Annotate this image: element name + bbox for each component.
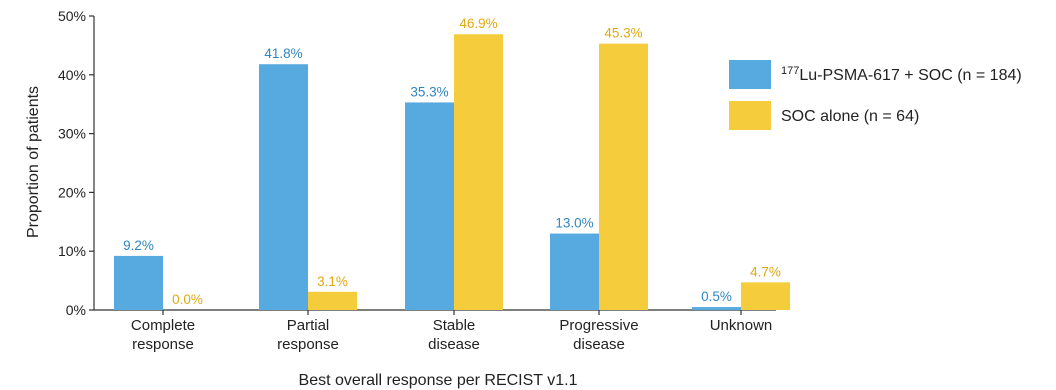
data-label: 45.3% [604,26,642,41]
bar [114,255,163,310]
data-labels: 9.2% 41.8% 35.3% 13.0% 0.5% 0.0% 3.1% 46.9% 45.3… [123,16,781,307]
bar [741,282,790,310]
bar [550,233,599,310]
x-axis-title: Best overall response per RECIST v1.1 [299,372,578,389]
y-tick-label: 50% [58,8,86,24]
legend-label: 177Lu-PSMA-617 + SOC (n = 184) [781,65,1022,84]
y-tick-label: 20% [58,184,86,200]
data-label: 46.9% [459,16,497,31]
legend-label: SOC alone (n = 64) [781,108,919,125]
x-axis: Complete response Partial response Stable dis… [94,309,776,353]
x-tick-label: Unknown [710,317,773,334]
bar [692,307,741,310]
legend-swatch [729,101,771,130]
x-tick-label: Complete response [131,317,195,353]
x-tick-label: Partial response [277,317,339,353]
y-axis: 0% 10% 20% 30% 40% 50% [58,8,95,318]
data-label: 13.0% [555,216,593,231]
data-label: 3.1% [317,274,348,289]
bar [599,43,648,311]
bar [405,102,454,310]
data-label: 9.2% [123,238,154,253]
x-tick-label: Stable disease [428,317,480,353]
legend: 177Lu-PSMA-617 + SOC (n = 184) SOC alone … [729,60,1022,130]
y-tick-label: 40% [58,67,86,83]
bar [454,34,503,311]
y-tick-label: 30% [58,126,86,142]
bars [114,34,790,311]
data-label: 0.0% [172,292,203,307]
data-label: 35.3% [410,84,448,99]
data-label: 4.7% [750,264,781,279]
y-tick-label: 10% [58,243,86,259]
bar [308,291,357,310]
data-label: 41.8% [264,46,302,61]
bar [259,64,308,310]
y-tick-label: 0% [66,302,86,318]
x-tick-label: Progressive disease [559,317,638,353]
data-label: 0.5% [701,289,732,304]
y-axis-title: Proportion of patients [25,86,42,238]
legend-swatch [729,60,771,89]
